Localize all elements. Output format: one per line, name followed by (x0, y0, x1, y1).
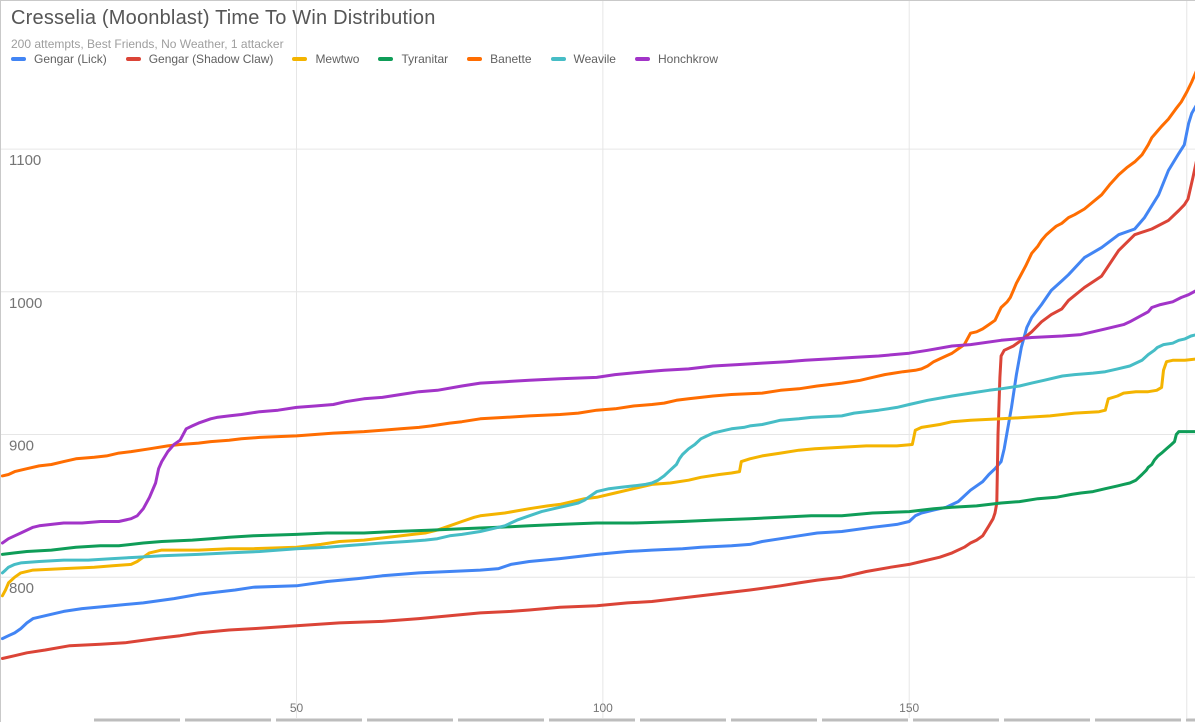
legend-label-banette: Banette (490, 52, 532, 66)
legend-swatch-banette (467, 57, 483, 61)
x-tick-label-50: 50 (290, 701, 304, 715)
x-axis-baseline-segment (185, 718, 271, 722)
series-line-gengar-lick[interactable] (1, 104, 1195, 641)
chart-title: Cresselia (Moonblast) Time To Win Distri… (11, 7, 436, 29)
series-line-mewtwo[interactable] (1, 357, 1195, 598)
x-axis-baseline-segment (1004, 718, 1090, 722)
x-axis-baseline-segment (640, 718, 726, 722)
legend-label-tyranitar: Tyranitar (401, 52, 449, 66)
legend-item-gengar-lick[interactable]: Gengar (Lick) (11, 52, 107, 66)
legend-swatch-mewtwo (292, 57, 308, 61)
series-line-honchkrow[interactable] (1, 289, 1195, 545)
legend-item-mewtwo[interactable]: Mewtwo (292, 52, 359, 66)
legend-label-weavile: Weavile (573, 52, 616, 66)
x-tick-label-150: 150 (899, 701, 919, 715)
series-line-tyranitar[interactable] (1, 430, 1195, 556)
legend-swatch-weavile (550, 57, 566, 61)
x-axis-baseline-segment (549, 718, 635, 722)
x-axis-baseline-segment (731, 718, 817, 722)
legend-swatch-gengar-lick (11, 57, 26, 61)
x-axis-baseline-segment (822, 718, 908, 722)
legend-label-mewtwo: Mewtwo (315, 52, 360, 66)
legend-label-gengar-shadow-claw: Gengar (Shadow Claw) (148, 52, 274, 66)
x-axis-baseline-segment (1095, 718, 1181, 722)
chart-header: Cresselia (Moonblast) Time To Win Distri… (11, 7, 436, 51)
legend-label-honchkrow: Honchkrow (657, 52, 719, 66)
series-line-gengar-shadow-claw[interactable] (1, 160, 1195, 660)
chart-subtitle: 200 attempts, Best Friends, No Weather, … (11, 37, 284, 51)
x-axis-baseline-segment (94, 718, 180, 722)
legend-swatch-gengar-shadow-claw (125, 57, 141, 61)
y-tick-label-800: 800 (9, 580, 34, 597)
legend-swatch-tyranitar (378, 57, 394, 61)
legend-item-tyranitar[interactable]: Tyranitar (378, 52, 448, 66)
series-line-banette[interactable] (1, 70, 1195, 478)
legend-item-gengar-shadow-claw[interactable]: Gengar (Shadow Claw) (125, 52, 274, 66)
x-axis-baseline-segment (458, 718, 544, 722)
legend-item-banette[interactable]: Banette (467, 52, 532, 66)
x-axis-baseline-segment (276, 718, 362, 722)
series-line-weavile[interactable] (1, 333, 1195, 575)
y-tick-label-900: 900 (9, 438, 34, 455)
legend-item-honchkrow[interactable]: Honchkrow (634, 52, 719, 66)
legend-label-gengar-lick: Gengar (Lick) (34, 52, 107, 66)
legend-item-weavile[interactable]: Weavile (550, 52, 616, 66)
x-axis-baseline-segment (1186, 718, 1195, 722)
y-tick-label-1000: 1000 (9, 295, 42, 312)
chart-legend: Gengar (Lick) Gengar (Shadow Claw) Mewtwo T… (11, 52, 737, 66)
y-tick-label-1100: 1100 (9, 152, 41, 169)
x-tick-label-100: 100 (593, 701, 613, 715)
x-axis-baseline-segment (367, 718, 453, 722)
legend-swatch-honchkrow (634, 57, 650, 61)
x-axis-baseline-segment (913, 718, 999, 722)
